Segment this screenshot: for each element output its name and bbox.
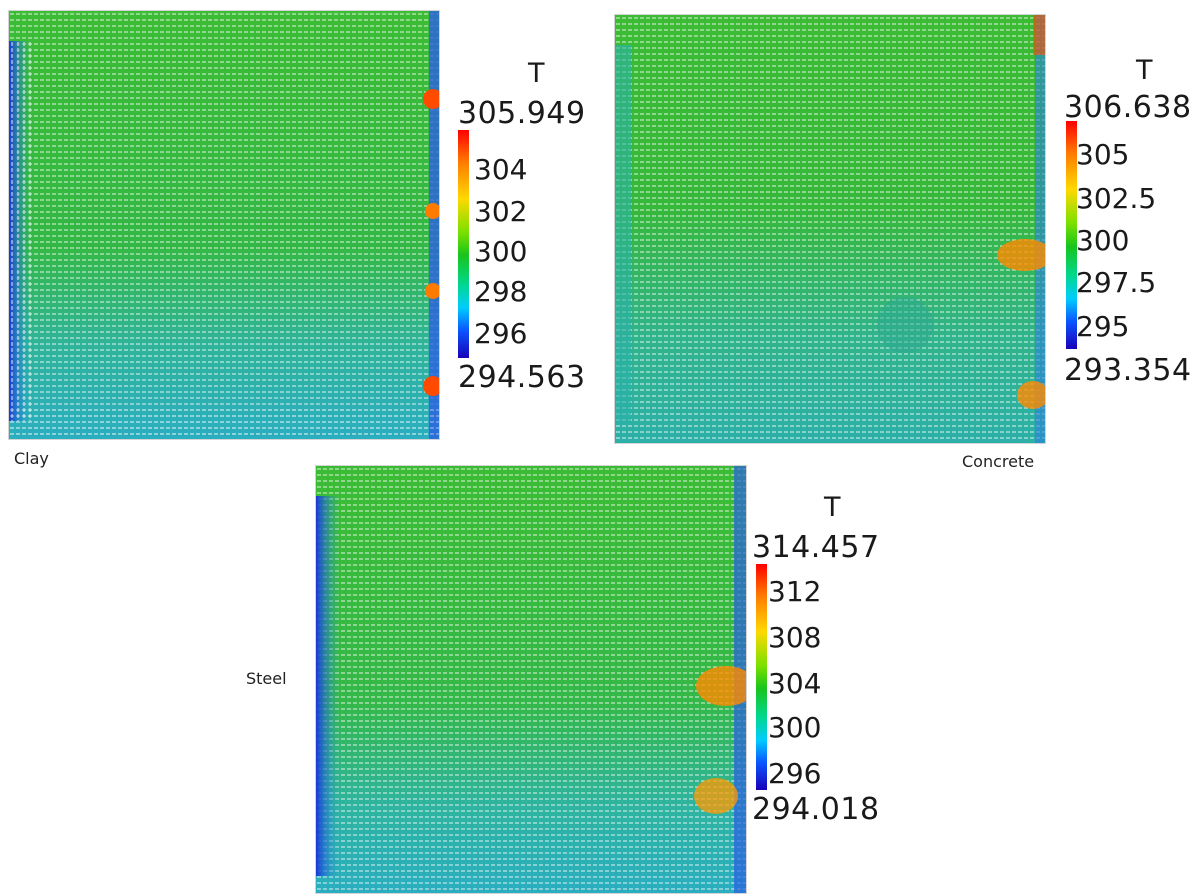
steel-colorbar: T 314.457 312 308 304 300 296 294.018 [750,492,890,832]
colorbar-tick: 300 [474,235,528,268]
colorbar-tick: 302.5 [1076,182,1157,215]
colorbar-max: 306.638 [1064,90,1192,125]
colorbar-tick: 308 [768,621,822,654]
concrete-temperature-field [614,14,1046,444]
colorbar-title: T [1136,55,1153,86]
colorbar-title: T [824,492,841,523]
colorbar-tick: 300 [1076,224,1130,257]
colorbar-min: 294.018 [752,792,880,827]
clay-temperature-field [8,10,440,440]
colorbar-tick: 304 [474,153,528,186]
panel-label-concrete: Concrete [962,452,1035,471]
steel-field-image [316,466,746,893]
panel-label-steel: Steel [246,669,287,688]
colorbar-tick: 304 [768,667,822,700]
clay-field-image [9,11,439,439]
colorbar-min: 293.354 [1064,353,1192,388]
colorbar-gradient [756,564,767,790]
colorbar-max: 314.457 [752,530,880,565]
clay-colorbar: T 305.949 304 302 300 298 296 294.563 [454,58,586,398]
panel-label-clay: Clay [14,449,49,468]
colorbar-gradient [458,130,469,358]
colorbar-tick: 296 [474,317,528,350]
colorbar-max: 305.949 [458,96,586,131]
colorbar-tick: 295 [1076,310,1130,343]
concrete-field-image [615,15,1045,443]
colorbar-min: 294.563 [458,360,586,395]
colorbar-tick: 312 [768,575,822,608]
colorbar-tick: 300 [768,711,822,744]
colorbar-tick: 302 [474,195,528,228]
colorbar-title: T [528,58,545,89]
concrete-colorbar: T 306.638 305 302.5 300 297.5 295 293.35… [1062,55,1193,395]
colorbar-tick: 305 [1076,138,1130,171]
colorbar-tick: 298 [474,275,528,308]
steel-temperature-field [315,465,747,894]
colorbar-gradient [1066,121,1077,349]
colorbar-tick: 296 [768,757,822,790]
colorbar-tick: 297.5 [1076,266,1157,299]
